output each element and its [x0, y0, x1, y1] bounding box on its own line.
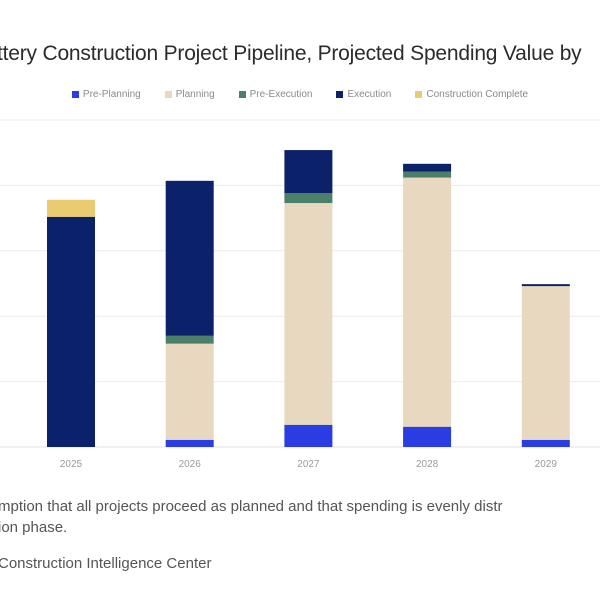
bar-segment-pre-execution-2026[interactable]: [165, 335, 214, 344]
legend-item-planning[interactable]: Planning: [164, 89, 215, 100]
bars: [47, 150, 570, 447]
x-tick-label: 2025: [60, 459, 83, 470]
legend-swatch: [71, 91, 79, 98]
source-note: Construction Intelligence Center: [0, 555, 212, 572]
bar-segment-planning-2028[interactable]: [403, 177, 452, 427]
legend-item-pre-execution[interactable]: Pre-Execution: [238, 89, 313, 100]
bar-segment-pre-planning-2026[interactable]: [165, 439, 214, 447]
bar-segment-planning-2027[interactable]: [284, 203, 333, 425]
bar-segment-pre-planning-2028[interactable]: [403, 426, 452, 447]
legend-item-construction-complete[interactable]: Construction Complete: [415, 89, 528, 100]
legend-label: Pre-Planning: [82, 89, 141, 100]
legend-swatch: [238, 91, 246, 98]
legend-label: Execution: [347, 89, 392, 100]
legend-label: Pre-Execution: [249, 89, 313, 100]
legend-label: Construction Complete: [426, 89, 529, 100]
bar-segment-pre-execution-2028[interactable]: [403, 171, 452, 178]
bar-segment-planning-2029[interactable]: [521, 286, 570, 440]
x-tick-label: 2027: [297, 459, 320, 470]
chart-title: ttery Construction Project Pipeline, Pro…: [0, 42, 582, 65]
x-axis-ticks: 2025 2026 2027 2028 2029: [60, 459, 557, 470]
footnote-line-1: mption that all projects proceed as plan…: [0, 498, 503, 515]
bar-segment-pre-execution-2027[interactable]: [284, 193, 333, 204]
legend-item-execution[interactable]: Execution: [336, 89, 391, 100]
bar-segment-execution-2028[interactable]: [403, 163, 452, 172]
legend-item-pre-planning[interactable]: Pre-Planning: [71, 89, 141, 100]
legend-swatch: [164, 91, 172, 98]
x-tick-label: 2029: [535, 459, 558, 470]
x-tick-label: 2026: [179, 459, 202, 470]
x-tick-label: 2028: [416, 459, 439, 470]
legend-label: Planning: [175, 89, 215, 100]
bar-segment-construction-complete-2025[interactable]: [47, 199, 95, 217]
bar-segment-execution-2026[interactable]: [165, 180, 214, 336]
bar-segment-planning-2026[interactable]: [165, 343, 214, 440]
legend-swatch: [415, 91, 423, 98]
footnote: mption that all projects proceed as plan…: [0, 496, 502, 538]
footnote-line-2: ion phase.: [0, 519, 68, 536]
bar-segment-pre-planning-2029[interactable]: [521, 439, 570, 447]
bar-segment-execution-2025[interactable]: [47, 216, 95, 447]
bar-segment-execution-2029[interactable]: [521, 284, 570, 287]
bar-segment-execution-2027[interactable]: [284, 150, 333, 194]
bar-segment-pre-planning-2027[interactable]: [284, 424, 333, 447]
legend-swatch: [336, 91, 344, 98]
legend: Pre-Planning Planning Pre-Execution Exec…: [0, 89, 600, 100]
